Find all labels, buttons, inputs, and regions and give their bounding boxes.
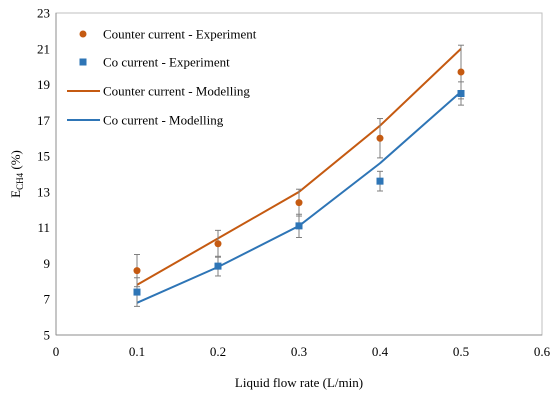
y-tick-label: 21 xyxy=(37,41,50,56)
data-point-square xyxy=(133,288,141,296)
x-tick-label: 0.4 xyxy=(372,344,389,359)
legend-swatch-square xyxy=(79,58,87,66)
data-point-circle xyxy=(457,68,465,76)
legend-label: Co current - Experiment xyxy=(103,55,230,70)
data-point-square xyxy=(214,262,222,270)
data-point-circle xyxy=(133,267,141,275)
y-tick-label: 15 xyxy=(37,149,50,164)
data-point-circle xyxy=(295,199,303,207)
legend-label: Counter current - Experiment xyxy=(103,27,257,42)
x-tick-label: 0.2 xyxy=(210,344,226,359)
data-point-square xyxy=(457,90,465,97)
x-tick-label: 0 xyxy=(53,344,60,359)
x-tick-label: 0.5 xyxy=(453,344,469,359)
legend: Counter current - Experiment Co current -… xyxy=(67,27,257,128)
axes xyxy=(55,13,542,336)
y-tick-label: 11 xyxy=(37,220,50,235)
y-axis-title-main: E xyxy=(8,190,23,198)
y-axis-title-subscript: CH4 xyxy=(15,172,25,190)
data-point-square xyxy=(295,222,303,230)
y-tick-label: 5 xyxy=(44,328,51,343)
data-markers xyxy=(133,68,465,296)
x-tick-label: 0.3 xyxy=(291,344,307,359)
legend-label: Co current - Modelling xyxy=(103,113,224,128)
y-tick-label: 7 xyxy=(44,292,51,307)
y-tick-label: 17 xyxy=(37,113,51,128)
x-tick-label: 0.1 xyxy=(129,344,145,359)
data-point-square xyxy=(376,177,384,185)
y-tick-label: 23 xyxy=(37,6,50,21)
x-axis-title: Liquid flow rate (L/min) xyxy=(235,375,363,390)
legend-swatch-circle xyxy=(79,30,87,38)
y-tick-label: 9 xyxy=(44,256,51,271)
y-axis-title-unit: (%) xyxy=(8,150,23,173)
data-point-circle xyxy=(376,134,384,142)
y-tick-label: 13 xyxy=(37,184,50,199)
tick-labels: 0 0.1 0.2 0.3 0.4 0.5 0.6 5 7 9 11 13 15 17 19 21 23 xyxy=(37,6,550,360)
y-tick-label: 19 xyxy=(37,77,50,92)
y-axis-title: ECH4 (%) xyxy=(8,150,25,198)
data-point-circle xyxy=(214,240,222,248)
legend-label: Counter current - Modelling xyxy=(103,84,250,99)
x-tick-label: 0.6 xyxy=(534,344,550,359)
